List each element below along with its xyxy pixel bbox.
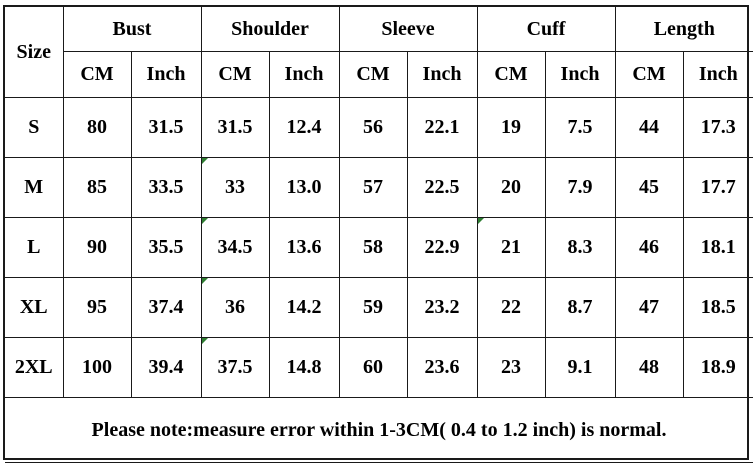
unit-header-row: CM Inch CM Inch CM Inch CM Inch CM Inch <box>5 51 754 98</box>
table-cell: 13.6 <box>268 217 340 278</box>
table-cell: 7.9 <box>544 157 616 218</box>
table-cell: 36 <box>200 277 270 338</box>
table-cell: 37.5 <box>200 337 270 398</box>
table-row: 2XL 100 39.4 37.5 14.8 60 23.6 23 9.1 48… <box>5 337 754 398</box>
size-label: L <box>5 217 64 278</box>
table-cell: 7.5 <box>544 97 616 158</box>
unit-header-cm: CM <box>200 51 270 98</box>
table-cell: 23 <box>476 337 546 398</box>
table-cell: 46 <box>614 217 684 278</box>
table-cell: 48 <box>614 337 684 398</box>
table-cell: 17.3 <box>682 97 754 158</box>
table-cell: 13.0 <box>268 157 340 218</box>
table-cell: 8.3 <box>544 217 616 278</box>
unit-header-cm: CM <box>63 51 132 98</box>
table-cell: 33.5 <box>130 157 202 218</box>
group-header-row: Size Bust Shoulder Sleeve Cuff Length <box>5 7 754 98</box>
table-cell: 22.1 <box>406 97 478 158</box>
unit-header-inch: Inch <box>544 51 616 98</box>
size-chart-table: Size Bust Shoulder Sleeve Cuff Length CM… <box>5 7 754 463</box>
table-cell: 18.9 <box>682 337 754 398</box>
table-cell: 17.7 <box>682 157 754 218</box>
size-label: M <box>5 157 64 218</box>
group-header-shoulder: Shoulder <box>200 7 340 52</box>
table-cell: 8.7 <box>544 277 616 338</box>
table-cell: 80 <box>62 97 132 158</box>
table-row: S 80 31.5 31.5 12.4 56 22.1 19 7.5 44 17… <box>5 97 754 158</box>
table-row: M 85 33.5 33 13.0 57 22.5 20 7.9 45 17.7 <box>5 157 754 218</box>
table-cell: 19 <box>476 97 546 158</box>
table-cell: 14.2 <box>268 277 340 338</box>
table-cell: 60 <box>338 337 408 398</box>
table-cell: 9.1 <box>544 337 616 398</box>
table-row: XL 95 37.4 36 14.2 59 23.2 22 8.7 47 18.… <box>5 277 754 338</box>
table-cell: 31.5 <box>130 97 202 158</box>
table-cell: 22.5 <box>406 157 478 218</box>
table-cell: 31.5 <box>200 97 270 158</box>
size-label: 2XL <box>5 337 64 398</box>
table-cell: 58 <box>338 217 408 278</box>
table-cell: 47 <box>614 277 684 338</box>
table-cell: 14.8 <box>268 337 340 398</box>
unit-header-inch: Inch <box>682 51 754 98</box>
table-cell: 23.6 <box>406 337 478 398</box>
size-label: XL <box>5 277 64 338</box>
table-cell: 45 <box>614 157 684 218</box>
unit-header-cm: CM <box>476 51 546 98</box>
table-cell: 39.4 <box>130 337 202 398</box>
table-cell: 90 <box>62 217 132 278</box>
table-cell: 18.5 <box>682 277 754 338</box>
table-cell: 57 <box>338 157 408 218</box>
measurement-note: Please note:measure error within 1-3CM( … <box>5 397 754 463</box>
group-header-bust: Bust <box>62 7 202 52</box>
table-row: L 90 35.5 34.5 13.6 58 22.9 21 8.3 46 18… <box>5 217 754 278</box>
table-cell: 23.2 <box>406 277 478 338</box>
table-cell: 22.9 <box>406 217 478 278</box>
table-cell: 59 <box>338 277 408 338</box>
table-cell: 100 <box>62 337 132 398</box>
size-column-header: Size <box>5 7 64 98</box>
unit-header-inch: Inch <box>406 51 478 98</box>
unit-header-cm: CM <box>614 51 684 98</box>
group-header-cuff: Cuff <box>476 7 616 52</box>
size-label: S <box>5 97 64 158</box>
table-cell: 18.1 <box>682 217 754 278</box>
table-cell: 34.5 <box>200 217 270 278</box>
table-cell: 35.5 <box>130 217 202 278</box>
table-cell: 33 <box>200 157 270 218</box>
table-cell: 12.4 <box>268 97 340 158</box>
group-header-length: Length <box>614 7 754 52</box>
table-cell: 85 <box>62 157 132 218</box>
table-cell: 95 <box>62 277 132 338</box>
table-cell: 44 <box>614 97 684 158</box>
group-header-sleeve: Sleeve <box>338 7 478 52</box>
note-row: Please note:measure error within 1-3CM( … <box>5 397 754 463</box>
table-cell: 21 <box>476 217 546 278</box>
table-cell: 22 <box>476 277 546 338</box>
unit-header-inch: Inch <box>130 51 202 98</box>
table-cell: 20 <box>476 157 546 218</box>
unit-header-inch: Inch <box>268 51 340 98</box>
table-cell: 37.4 <box>130 277 202 338</box>
table-cell: 56 <box>338 97 408 158</box>
unit-header-cm: CM <box>338 51 408 98</box>
